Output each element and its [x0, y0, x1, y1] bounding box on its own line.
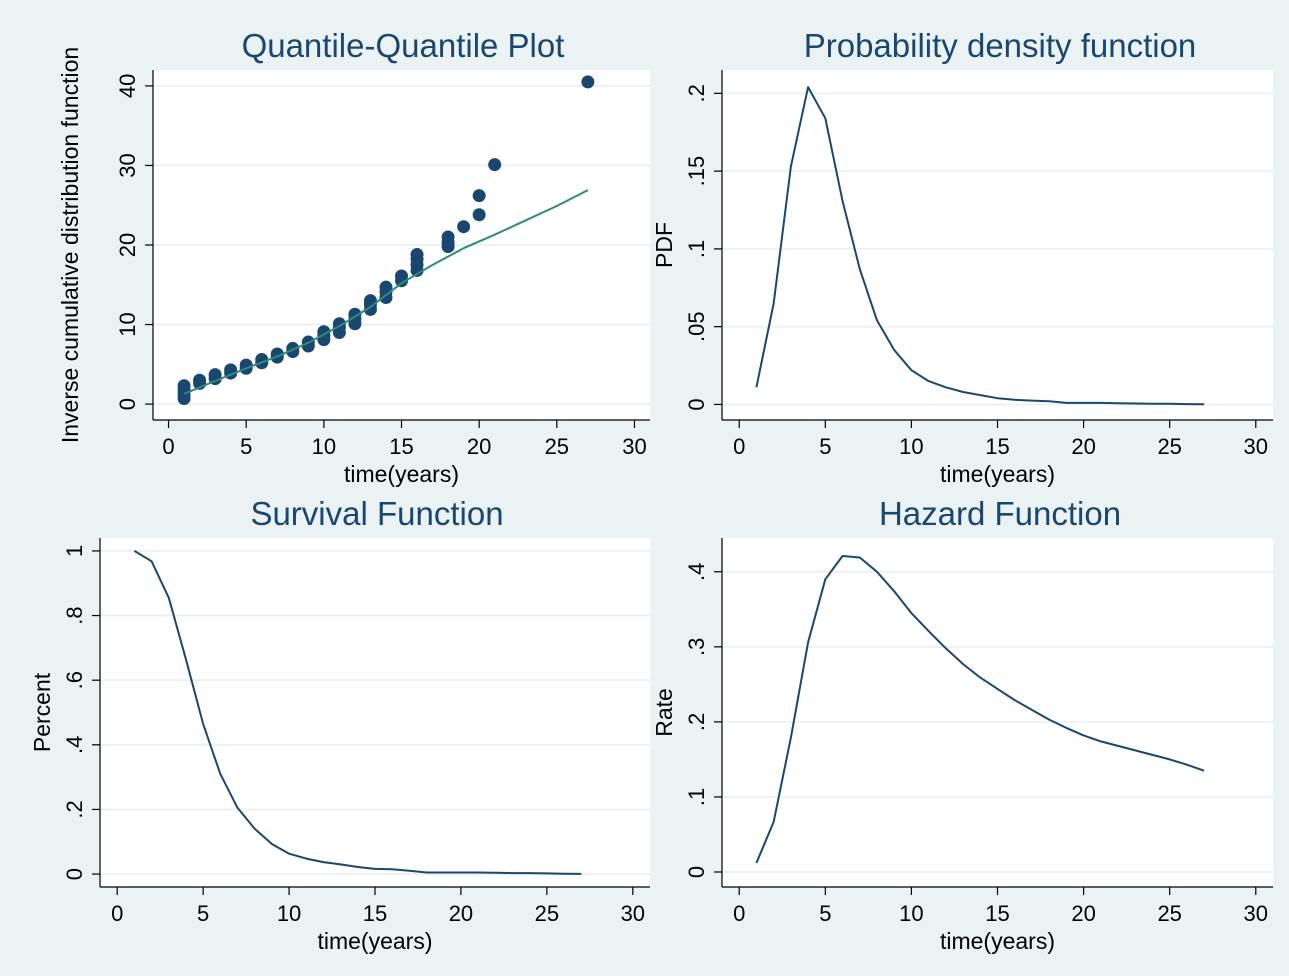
data-point: [395, 269, 408, 283]
x-tick-label: 0: [733, 901, 745, 926]
data-point: [177, 379, 191, 393]
x-tick-label: 30: [622, 434, 646, 459]
data-point: [379, 280, 393, 294]
y-tick-label: .2: [62, 800, 87, 818]
x-tick-label: 15: [985, 901, 1009, 926]
x-axis-label: time(years): [317, 928, 432, 954]
y-axis-label: PDF: [651, 222, 677, 268]
x-tick-label: 0: [162, 434, 174, 459]
x-axis-label: time(years): [344, 461, 459, 487]
y-tick-label: 0: [115, 398, 140, 410]
x-tick-label: 25: [545, 434, 569, 459]
y-tick-label: .6: [62, 671, 87, 689]
y-tick-label: 20: [115, 233, 140, 257]
y-tick-label: .1: [684, 788, 709, 806]
plot-area: [722, 538, 1273, 887]
x-tick-label: 20: [1071, 434, 1095, 459]
data-point: [457, 220, 471, 234]
y-tick-label: 10: [115, 312, 140, 336]
x-tick-label: 15: [389, 434, 413, 459]
y-tick-label: 0: [684, 398, 709, 410]
chart-panel-3: 0 5 10 15 20 25 30 0 .2 .4 .6 .8 1 Survival Function t…: [29, 495, 650, 954]
data-point: [472, 208, 486, 222]
data-point: [317, 325, 331, 339]
y-tick-label: 0: [62, 868, 87, 880]
x-tick-label: 5: [240, 434, 252, 459]
data-point: [208, 368, 222, 382]
y-tick-label: 1: [62, 545, 87, 557]
data-point: [410, 248, 424, 262]
y-tick-label: .4: [684, 563, 709, 581]
x-tick-label: 10: [899, 901, 923, 926]
chart-title: Hazard Function: [879, 495, 1121, 532]
chart-panel-2: 0 5 10 15 20 25 30 0 .05 .1 .15 .2 Probability densi…: [651, 27, 1273, 487]
y-axis-label: Inverse cumulative distribution function: [57, 47, 83, 443]
y-tick-label: 30: [115, 153, 140, 177]
x-tick-label: 20: [467, 434, 491, 459]
x-tick-label: 10: [277, 901, 301, 926]
x-tick-label: 30: [1244, 901, 1268, 926]
y-tick-label: 40: [115, 74, 140, 98]
reference-line: [183, 189, 589, 395]
y-axis-label: Percent: [29, 672, 55, 752]
data-point: [488, 158, 502, 172]
plot-area: [100, 538, 650, 887]
y-tick-label: .8: [62, 606, 87, 624]
x-tick-label: 20: [1071, 901, 1095, 926]
y-tick-label: 0: [684, 866, 709, 878]
data-point: [193, 373, 207, 387]
x-tick-label: 15: [363, 901, 387, 926]
data-point: [441, 230, 455, 244]
y-tick-label: .1: [684, 240, 709, 258]
x-axis-label: time(years): [940, 461, 1055, 487]
chart-title: Survival Function: [250, 495, 503, 532]
data-point: [363, 294, 377, 308]
series-line: [755, 86, 1205, 406]
x-tick-label: 0: [733, 434, 745, 459]
data-point: [239, 358, 253, 372]
x-tick-label: 20: [449, 901, 473, 926]
x-tick-label: 15: [985, 434, 1009, 459]
chart-panel-4: 0 5 10 15 20 25 30 0 .1 .2 .3 .4 Hazard Function time…: [651, 495, 1273, 954]
x-tick-label: 30: [1244, 434, 1268, 459]
x-axis-label: time(years): [940, 928, 1055, 954]
series-line: [755, 555, 1205, 864]
x-tick-label: 10: [312, 434, 336, 459]
x-tick-label: 25: [1157, 901, 1181, 926]
y-axis-label: Rate: [651, 688, 677, 737]
x-tick-label: 25: [1157, 434, 1181, 459]
chart-panel-1: 0 5 10 15 20 25 30 0 10 20 30 40 Quantile-Quantile P…: [57, 27, 650, 487]
y-tick-label: .2: [684, 713, 709, 731]
x-tick-label: 25: [535, 901, 559, 926]
y-tick-label: .4: [62, 736, 87, 754]
x-tick-label: 5: [197, 901, 209, 926]
data-point: [472, 189, 486, 203]
chart-title: Probability density function: [804, 27, 1197, 64]
x-tick-label: 0: [111, 901, 123, 926]
y-tick-label: .2: [684, 84, 709, 102]
x-tick-label: 10: [899, 434, 923, 459]
x-tick-label: 5: [819, 434, 831, 459]
series-line: [133, 550, 582, 875]
y-tick-label: .15: [684, 156, 709, 187]
y-tick-label: .3: [684, 638, 709, 656]
x-tick-label: 30: [621, 901, 645, 926]
x-tick-label: 5: [819, 901, 831, 926]
plot-area: [722, 70, 1273, 420]
chart-title: Quantile-Quantile Plot: [242, 27, 565, 64]
data-point: [581, 75, 595, 89]
y-tick-label: .05: [684, 311, 709, 342]
